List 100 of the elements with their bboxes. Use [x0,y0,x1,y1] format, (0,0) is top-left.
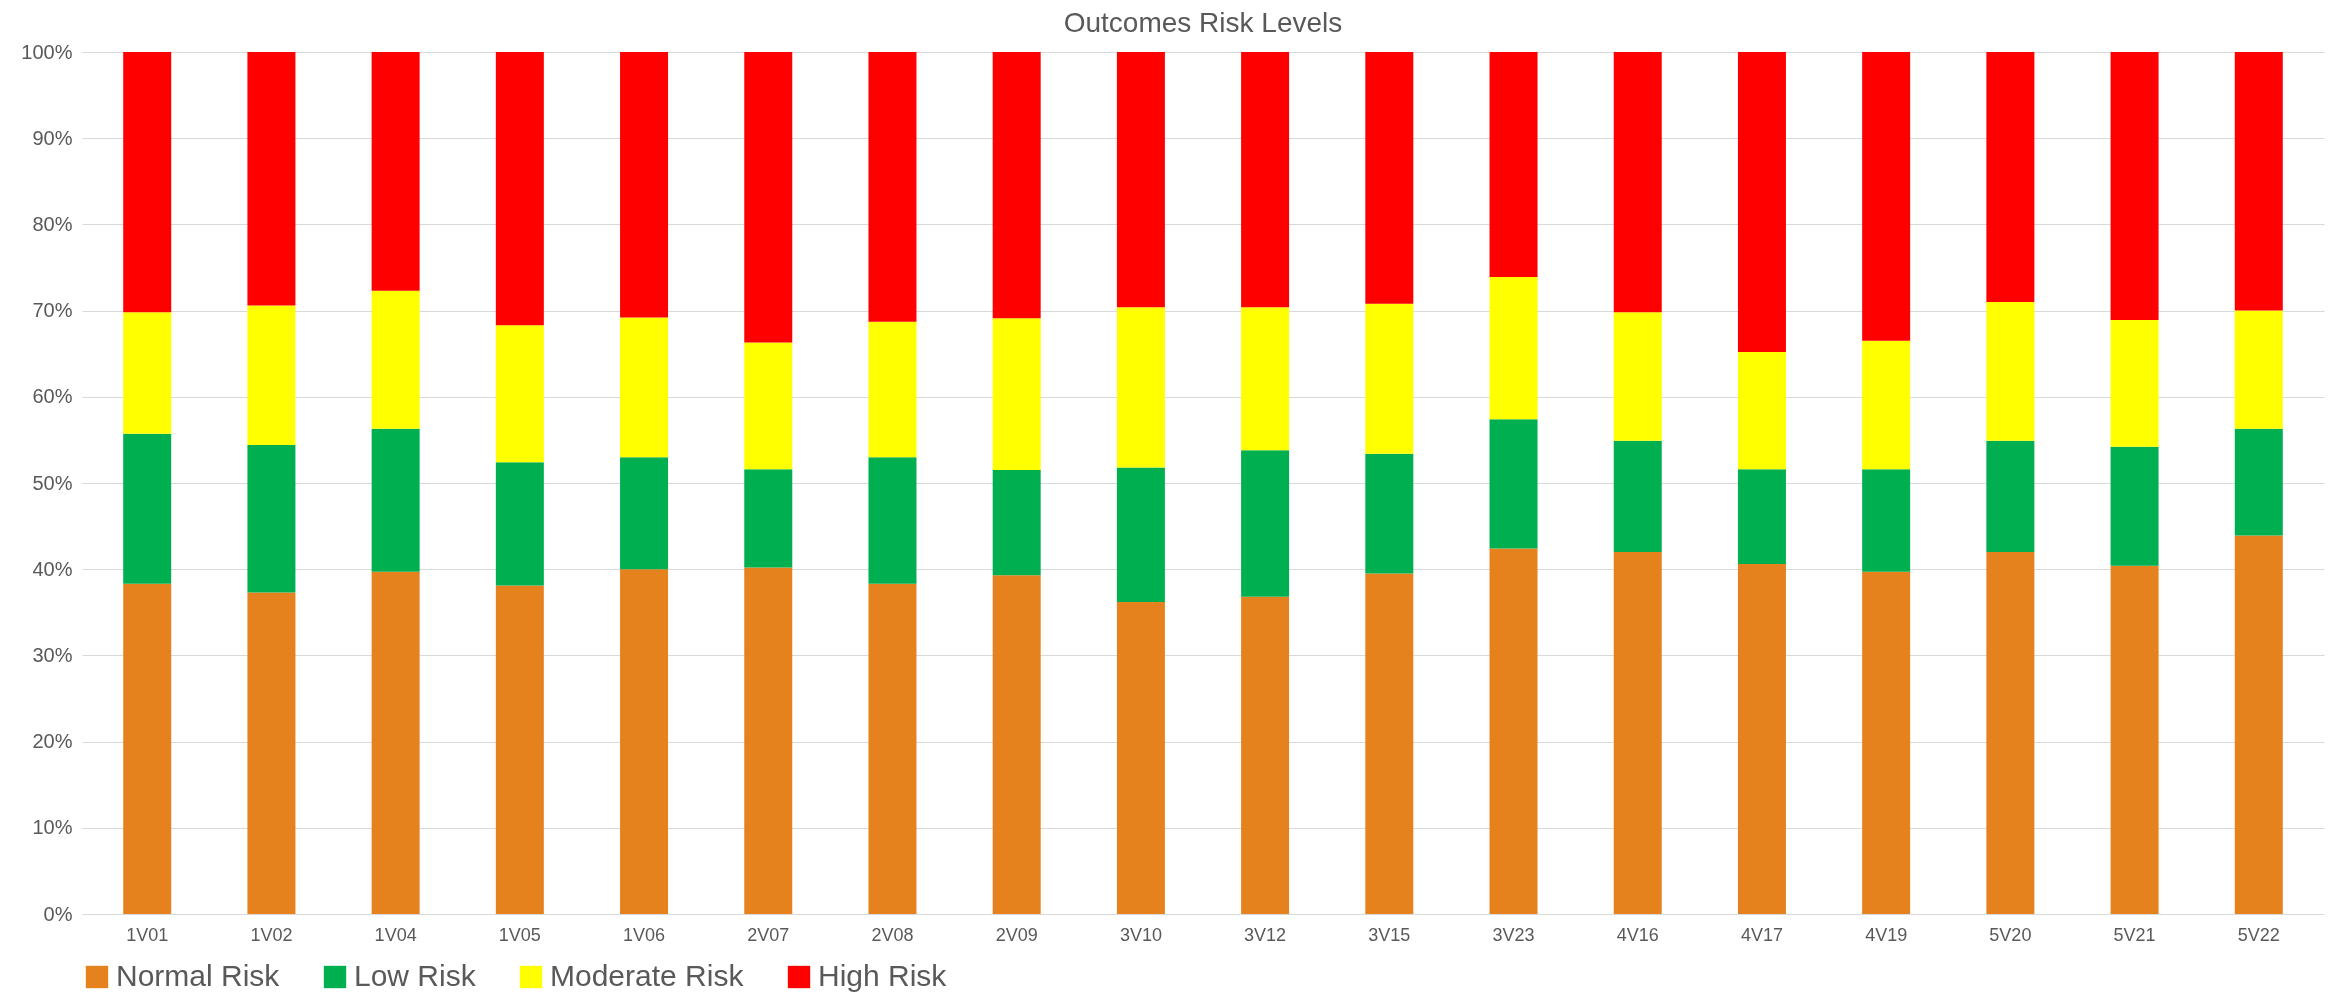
x-tick-label: 2V08 [871,924,914,945]
x-tick-label: 5V22 [2237,924,2280,945]
bar [992,575,1041,914]
bar [371,571,420,914]
bar [1862,469,1911,572]
bar [371,52,420,291]
bar [2110,52,2159,321]
y-tick-label: 100% [21,40,73,63]
bar [1613,52,1662,313]
bar [1241,307,1290,451]
y-tick-label: 40% [32,557,73,580]
bar [1116,52,1165,308]
y-tick-label: 30% [32,643,73,666]
bar [1365,303,1414,454]
y-tick-label: 70% [32,299,73,322]
bar [868,583,917,914]
bar [1489,419,1538,549]
bar [123,583,172,914]
legend-label: High Risk [818,959,948,992]
bar [1116,467,1165,602]
x-tick-label: 5V20 [1989,924,2032,945]
bar [247,592,296,914]
bar [744,52,793,343]
y-tick-label: 20% [32,730,73,753]
x-tick-label: 1V05 [498,924,541,945]
bar [1862,571,1911,914]
bar [992,318,1041,471]
y-tick-label: 60% [32,385,73,408]
bar [1489,276,1538,420]
bar [1241,52,1290,308]
bar [371,428,420,572]
chart-title: Outcomes Risk Levels [1063,7,1343,38]
bar [1613,551,1662,914]
bar [868,321,917,458]
bar [1489,548,1538,914]
bar [495,462,544,586]
bar [992,470,1041,576]
legend-label: Low Risk [354,959,477,992]
x-tick-label: 2V09 [995,924,1038,945]
bar [1241,450,1290,597]
x-tick-label: 2V07 [747,924,790,945]
x-tick-label: 1V04 [374,924,417,945]
bar [1241,596,1290,914]
x-tick-label: 3V15 [1368,924,1411,945]
bar [744,567,793,914]
bar [2234,310,2283,429]
bar [1986,52,2035,302]
x-tick-label: 1V06 [623,924,666,945]
bar [2234,52,2283,311]
bar [744,342,793,470]
bar [495,325,544,463]
bar [1116,601,1165,914]
bar [1737,469,1786,565]
bar [371,290,420,429]
bar [1365,453,1414,574]
bar [744,469,793,568]
bar [1613,312,1662,441]
x-tick-label: 4V19 [1865,924,1908,945]
legend-label: Moderate Risk [550,959,745,992]
bar [247,445,296,593]
y-tick-label: 90% [32,126,73,149]
bar [247,52,296,306]
bar [1862,52,1911,341]
bar [247,305,296,446]
x-tick-label: 1V02 [250,924,293,945]
bar [1489,52,1538,277]
bar [868,52,917,322]
bar [2110,565,2159,914]
bar [620,52,669,318]
legend-label: Normal Risk [116,959,281,992]
bar [2234,428,2283,536]
x-tick-label: 5V21 [2113,924,2156,945]
bar [868,457,917,584]
bar [1986,301,2035,441]
bar [2110,446,2159,566]
bar [620,569,669,914]
bar [123,433,172,584]
bar [1365,573,1414,914]
bar [1737,564,1786,914]
bar [495,585,544,914]
bar [1986,551,2035,914]
bar [620,457,669,570]
bar [1737,351,1786,470]
bar [1116,307,1165,468]
bar [1862,340,1911,470]
bar [123,312,172,434]
bar [495,52,544,326]
x-tick-label: 3V12 [1244,924,1287,945]
bar [1365,52,1414,304]
y-tick-label: 10% [32,816,73,839]
y-tick-label: 50% [32,471,73,494]
y-tick-label: 0% [43,902,73,925]
bar [2110,320,2159,447]
x-tick-label: 4V17 [1740,924,1783,945]
x-tick-label: 1V01 [126,924,169,945]
x-tick-label: 3V10 [1119,924,1162,945]
bar [123,52,172,313]
x-tick-label: 4V16 [1616,924,1659,945]
x-tick-label: 3V23 [1492,924,1535,945]
bar [1613,440,1662,552]
